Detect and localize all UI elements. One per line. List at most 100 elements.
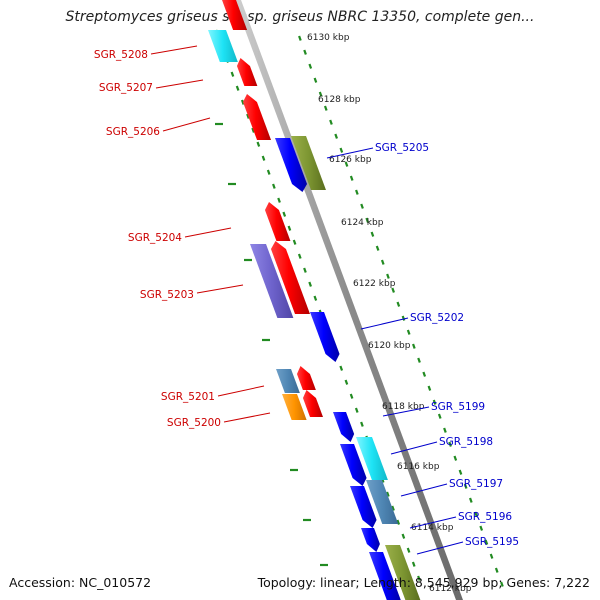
- ruler-label: 6116 kbp: [397, 462, 440, 472]
- orf-tick-left: [303, 267, 307, 273]
- orf-tick-right: [375, 245, 380, 251]
- genome-summary-text: Topology: linear; Length: 8,545,929 bp; …: [257, 575, 590, 590]
- map-title: Streptomyces griseus subsp. griseus NBRC…: [65, 9, 535, 25]
- ruler-label: 6128 kbp: [318, 95, 361, 105]
- ruler-label: 6112 kbp: [429, 584, 472, 594]
- gene-label-leader: [150, 45, 198, 55]
- gene-label-leader: [360, 317, 409, 330]
- gene-label[interactable]: SGR_5195: [465, 536, 519, 548]
- gene-sgr-5208: [222, 0, 248, 30]
- gene-sgr-5201-steel: [276, 369, 300, 393]
- gene-sgr-5198: [340, 444, 367, 486]
- gene-label-leader: [409, 516, 457, 529]
- orf-tick-right: [339, 147, 344, 153]
- orf-tick-left: [391, 505, 395, 511]
- accession-text: Accession: NC_010572: [9, 575, 152, 590]
- orf-tick-right: [474, 511, 478, 517]
- gene-label-leader: [416, 541, 464, 555]
- gene-label[interactable]: SGR_5206: [106, 126, 160, 138]
- gene-label[interactable]: SGR_5205: [375, 142, 429, 154]
- orf-tick-left: [292, 239, 297, 245]
- orf-tick-left: [235, 85, 240, 91]
- orf-tick-right: [412, 343, 416, 349]
- gene-label-leader: [382, 406, 430, 417]
- gene-label[interactable]: SGR_5203: [140, 289, 194, 301]
- orf-tick-right: [443, 427, 447, 433]
- orf-tick-left: [386, 491, 390, 497]
- orf-tick-left: [339, 365, 344, 371]
- gene-sgr-5197-steel: [366, 480, 399, 524]
- orf-tick-right: [349, 175, 354, 181]
- gene-label[interactable]: SGR_5208: [94, 49, 148, 61]
- orf-tick-left: [349, 393, 354, 399]
- gene-labels: SGR_5208 SGR_5207 SGR_5206 SGR_5205 SGR_5204…: [94, 45, 519, 555]
- gene-sgr-5203-purple: [250, 244, 294, 318]
- orf-tick-right: [313, 77, 318, 83]
- orf-tick-left: [230, 71, 235, 77]
- gene-label[interactable]: SGR_5199: [431, 401, 485, 413]
- orf-tick-right: [453, 455, 458, 461]
- gene-sgr-5200: [302, 390, 323, 417]
- orf-tick-left: [417, 575, 421, 581]
- orf-tick-left: [251, 127, 255, 133]
- orf-tick-right: [308, 63, 313, 69]
- gene-sgr-5208-cyan: [208, 30, 238, 62]
- orf-tick-right: [437, 413, 442, 419]
- orf-tick-left: [246, 113, 250, 119]
- orf-tick-right: [406, 329, 411, 335]
- gene-sgr-5195-olive: [385, 545, 421, 600]
- orf-tick-right: [463, 483, 468, 489]
- gene-label[interactable]: SGR_5202: [410, 312, 464, 324]
- orf-tick-right: [386, 273, 390, 279]
- orf-tick-right: [427, 385, 432, 391]
- orf-tick-right: [360, 203, 364, 209]
- orf-tick-left: [277, 197, 281, 203]
- gene-label-leader: [184, 227, 232, 238]
- orf-tick-right: [401, 315, 406, 321]
- gene-label[interactable]: SGR_5197: [449, 478, 503, 490]
- orf-tick-left: [401, 533, 406, 539]
- orf-tick-right: [494, 567, 499, 573]
- gene-label[interactable]: SGR_5200: [167, 417, 221, 429]
- ruler-label: 6120 kbp: [368, 341, 411, 351]
- orf-tick-right: [391, 287, 395, 293]
- gene-label[interactable]: SGR_5201: [161, 391, 215, 403]
- orf-tick-right: [370, 231, 375, 237]
- gene-label-leader: [217, 385, 265, 397]
- gene-label[interactable]: SGR_5196: [458, 511, 512, 523]
- ruler-label: 6124 kbp: [341, 218, 384, 228]
- gene-sgr-5202: [310, 312, 340, 362]
- orf-tick-right: [355, 189, 359, 195]
- genome-backbone: [234, 0, 463, 600]
- orf-tick-left: [266, 169, 271, 175]
- orf-tick-right: [323, 105, 328, 111]
- orf-tick-right: [396, 301, 401, 307]
- orf-tick-right: [334, 133, 338, 139]
- orf-tick-left: [344, 379, 349, 385]
- gene-label[interactable]: SGR_5204: [128, 232, 182, 244]
- ruler-label: 6122 kbp: [353, 279, 396, 289]
- gene-sgr-5200-orange: [282, 394, 307, 420]
- gene-sgr-5207: [236, 58, 258, 86]
- orf-tick-left: [272, 183, 276, 189]
- orf-tick-left: [406, 547, 411, 553]
- gene-features: [208, 0, 421, 600]
- orf-tick-left: [240, 99, 245, 105]
- gene-label[interactable]: SGR_5207: [99, 82, 153, 94]
- gene-label-leader: [400, 483, 448, 497]
- orf-tick-right: [318, 91, 323, 97]
- orf-tick-left: [360, 421, 364, 427]
- orf-tick-right: [489, 553, 494, 559]
- orf-tick-left: [261, 155, 266, 161]
- orf-tick-right: [458, 469, 463, 475]
- gene-sgr-5197: [350, 486, 377, 528]
- orf-tick-left: [282, 211, 287, 217]
- gene-sgr-5201: [296, 366, 316, 390]
- orf-tick-right: [303, 49, 307, 55]
- orf-tick-right: [329, 119, 333, 125]
- orf-tick-left: [411, 561, 416, 567]
- gene-sgr-5195: [369, 552, 401, 600]
- gene-label[interactable]: SGR_5198: [439, 436, 493, 448]
- orf-tick-left: [313, 295, 318, 301]
